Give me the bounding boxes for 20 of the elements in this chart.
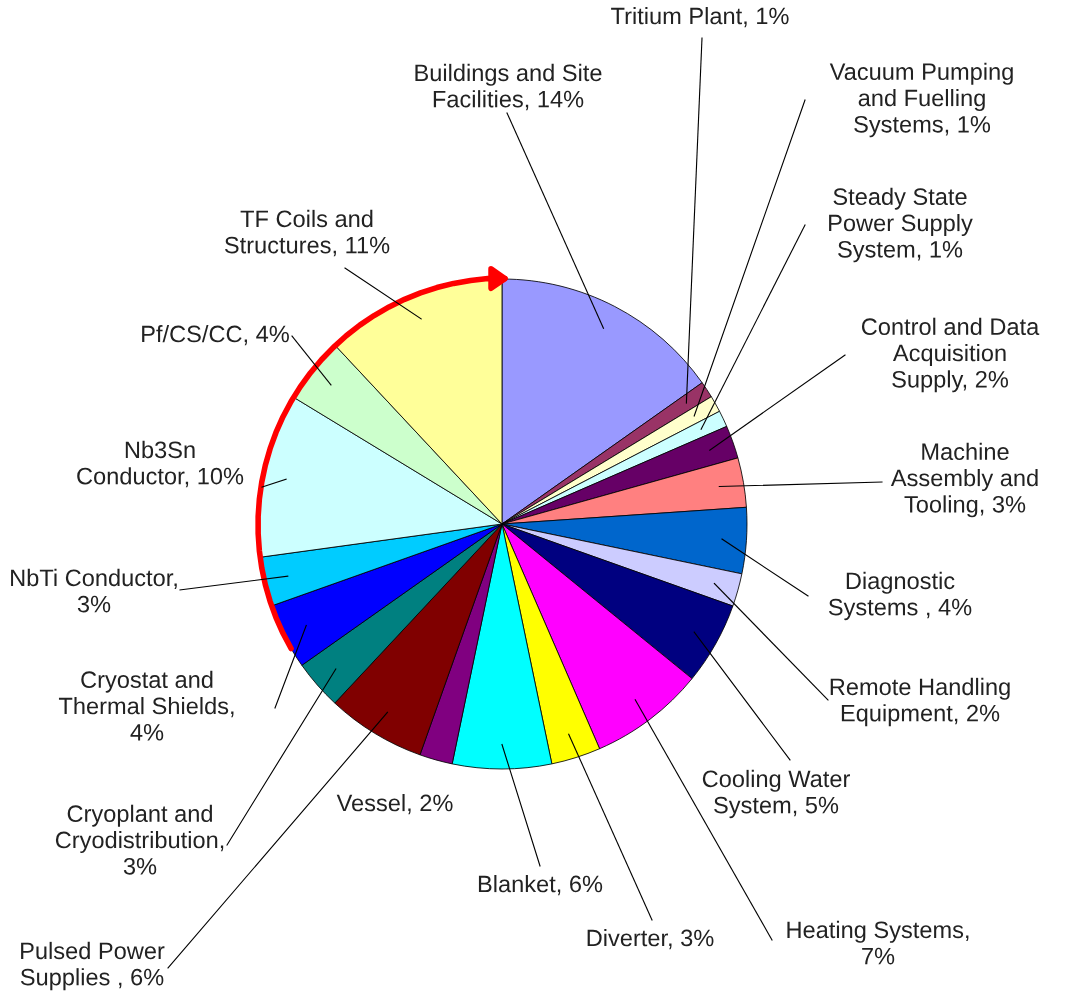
slice-label: Diagnostic Systems , 4% (828, 571, 972, 621)
slice-label: Cooling Water System, 5% (702, 769, 850, 819)
slice-label: Vessel, 2% (336, 793, 453, 815)
slice-label: Heating Systems, 7% (787, 920, 969, 965)
slice-label: Nb3Sn Conductor, 10% (77, 440, 244, 488)
slice-label: Tritium Plant, 1% (611, 7, 789, 28)
slice-label: Blanket, 6% (478, 874, 603, 896)
slice-label: Pulsed Power Supplies , 6% (20, 941, 165, 991)
slice-label: Pf/CS/CC, 4% (142, 325, 289, 346)
slice-label: Steady State Power Supply System, 1% (829, 187, 973, 263)
slice-label: Vacuum Pumping and Fuelling Systems, 1% (829, 62, 1013, 138)
slice-label: NbTi Conductor, 3% (11, 568, 177, 613)
slice-label: Cryoplant and Cryodistribution, 3% (55, 804, 224, 875)
slice-label: Cryostat and Thermal Shields, 4% (58, 670, 234, 741)
slice-label: Remote Handling Equipment, 2% (830, 677, 1010, 727)
slice-label: Machine Assembly and Tooling, 3% (890, 442, 1038, 518)
slice-label: Buildings and Site Facilities, 14% (415, 63, 602, 111)
slice-label: Diverter, 3% (587, 928, 714, 950)
slice-label: Control and Data Acquisition Supply, 2% (861, 317, 1040, 393)
slice-label: TF Coils and Structures, 11% (224, 209, 390, 257)
